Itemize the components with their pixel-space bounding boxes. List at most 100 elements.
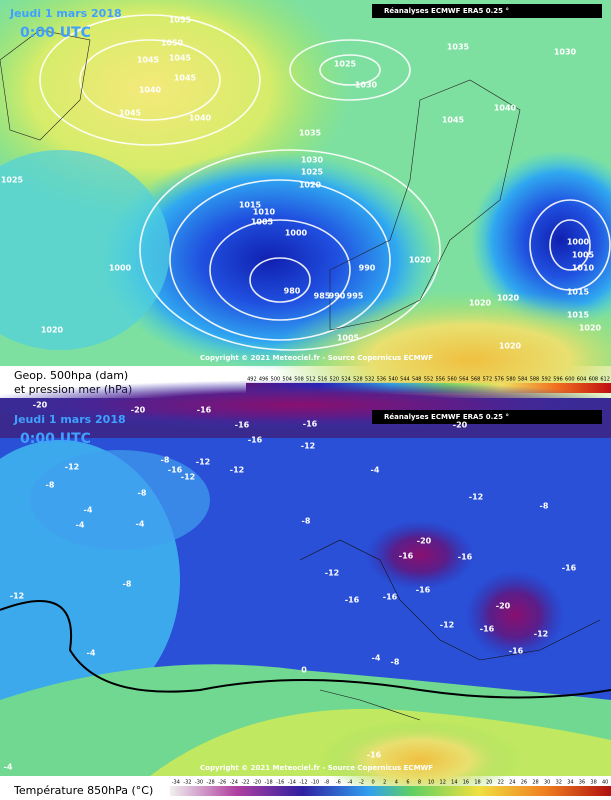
isobar-label: 1040 — [494, 104, 517, 113]
scale-label: 36 — [579, 780, 585, 786]
isotherm-label: -16 — [480, 625, 495, 634]
isotherm-label: -16 — [168, 466, 183, 475]
scale-label: 14 — [451, 780, 457, 786]
scale-label: -2 — [359, 780, 364, 786]
scale-label: -24 — [230, 780, 238, 786]
isobar-label: 1045 — [169, 54, 192, 63]
isobar-label: 1015 — [567, 288, 590, 297]
scale-label: 564 — [459, 377, 469, 383]
scale-label: 24 — [509, 780, 515, 786]
isotherm-label: -20 — [131, 406, 146, 415]
isotherm-label: -12 — [301, 442, 315, 451]
scale-label: -10 — [311, 780, 319, 786]
scale-label: -4 — [347, 780, 352, 786]
scale-label: -18 — [265, 780, 273, 786]
isotherm-label: -16 — [367, 751, 382, 760]
scale-label: 548 — [412, 377, 422, 383]
isobar-label: 1045 — [174, 74, 197, 83]
isotherm-label: -16 — [235, 421, 250, 430]
isobar-label: 1030 — [355, 81, 378, 90]
isotherm-label: -12 — [469, 493, 483, 502]
isobar-label: 1040 — [139, 86, 162, 95]
isotherm-label: -8 — [123, 580, 132, 589]
scale-label: 520 — [330, 377, 340, 383]
isotherm-label: -20 — [453, 421, 468, 430]
isotherm-label: -4 — [87, 649, 96, 658]
isobar-label: 1045 — [119, 109, 142, 118]
scale-labels: -34 -32 -30 -28 -26 -24 -22 -20 -18 -16 -14 -12 -10-… — [172, 780, 609, 786]
isotherm-label: -8 — [391, 658, 400, 667]
scale-label: 508 — [294, 377, 304, 383]
scale-label: 32 — [556, 780, 562, 786]
scale-label: -22 — [241, 780, 249, 786]
time: 0:00 UTC — [20, 431, 91, 447]
isobar-label: 1000 — [567, 238, 590, 247]
isobar-label: 1030 — [301, 156, 324, 165]
isobar-label: 1045 — [442, 116, 465, 125]
isotherm-label: -20 — [496, 602, 511, 611]
isotherm-label: -4 — [4, 763, 13, 772]
scale-label: 0 — [371, 780, 374, 786]
isotherm-label: -16 — [458, 553, 473, 562]
scale-label: 556 — [436, 377, 446, 383]
scale-label: 18 — [474, 780, 480, 786]
isotherm-label: -16 — [197, 406, 212, 415]
isotherm-label: -16 — [345, 596, 360, 605]
scale-label: 584 — [518, 377, 528, 383]
isotherm-label: -12 — [65, 463, 79, 472]
isotherm-label: -16 — [399, 552, 414, 561]
isobar-label: 1010 — [253, 208, 276, 217]
isobar-label: 990 — [329, 292, 346, 301]
scale-label: 600 — [565, 377, 575, 383]
color-scale — [170, 786, 611, 796]
scale-label: 492 — [247, 377, 257, 383]
isotherm-label: -8 — [138, 489, 147, 498]
isobar-label: 1035 — [299, 129, 322, 138]
scale-label: 40 — [602, 780, 608, 786]
isotherm-label: -8 — [46, 481, 55, 490]
isotherm-label: -12 — [181, 473, 195, 482]
scale-label: 12 — [440, 780, 446, 786]
isobar-label: 1015 — [567, 311, 590, 320]
scale-label: 576 — [494, 377, 504, 383]
source: Réanalyses ECMWF ERA5 0.25 ° — [384, 7, 509, 15]
isotherm-label: -16 — [416, 586, 431, 595]
scale-label: 8 — [418, 780, 421, 786]
isotherm-label: -12 — [534, 630, 548, 639]
date: Jeudi 1 mars 2018 — [13, 413, 126, 426]
legend-title: Geop. 500hpa (dam) — [14, 369, 128, 382]
source-box — [372, 4, 602, 18]
scale-label: 540 — [388, 377, 398, 383]
isobar-label: 1000 — [109, 264, 132, 273]
scale-label: 532 — [365, 377, 375, 383]
isotherm-label: -16 — [562, 564, 577, 573]
scale-label: 20 — [486, 780, 492, 786]
scale-label: -34 — [172, 780, 180, 786]
isobar-label: 1010 — [572, 264, 595, 273]
source: Réanalyses ECMWF ERA5 0.25 ° — [384, 413, 509, 421]
scale-label: -20 — [253, 780, 261, 786]
top-map: Réanalyses ECMWF ERA5 0.25 ° Jeudi 1 mar… — [0, 0, 611, 430]
isobar-label: 1040 — [189, 114, 212, 123]
scale-label: -26 — [218, 780, 226, 786]
bottom-map: Réanalyses ECMWF ERA5 0.25 ° Jeudi 1 mar… — [0, 380, 611, 800]
isobar-label: 1035 — [447, 43, 470, 52]
isotherm-label: 0 — [301, 666, 307, 675]
isotherm-label: -8 — [161, 456, 170, 465]
source-box — [372, 410, 602, 424]
isotherm-label: -12 — [196, 458, 210, 467]
scale-label: 2 — [383, 780, 386, 786]
scale-label: 524 — [341, 377, 351, 383]
isobar-label: 1055 — [169, 16, 192, 25]
scale-label: -32 — [183, 780, 191, 786]
scale-label: 28 — [532, 780, 538, 786]
isotherm-labels: -20-20 -16-16 -16 -20-12-16-12-8 -12-12-12-1… — [4, 401, 577, 772]
isotherm-label: -4 — [76, 521, 85, 530]
isotherm-label: -12 — [440, 621, 454, 630]
scale-label: 596 — [553, 377, 563, 383]
isobar-label: 1030 — [554, 48, 577, 57]
scale-label: 26 — [521, 780, 527, 786]
isotherm-label: -16 — [383, 593, 398, 602]
